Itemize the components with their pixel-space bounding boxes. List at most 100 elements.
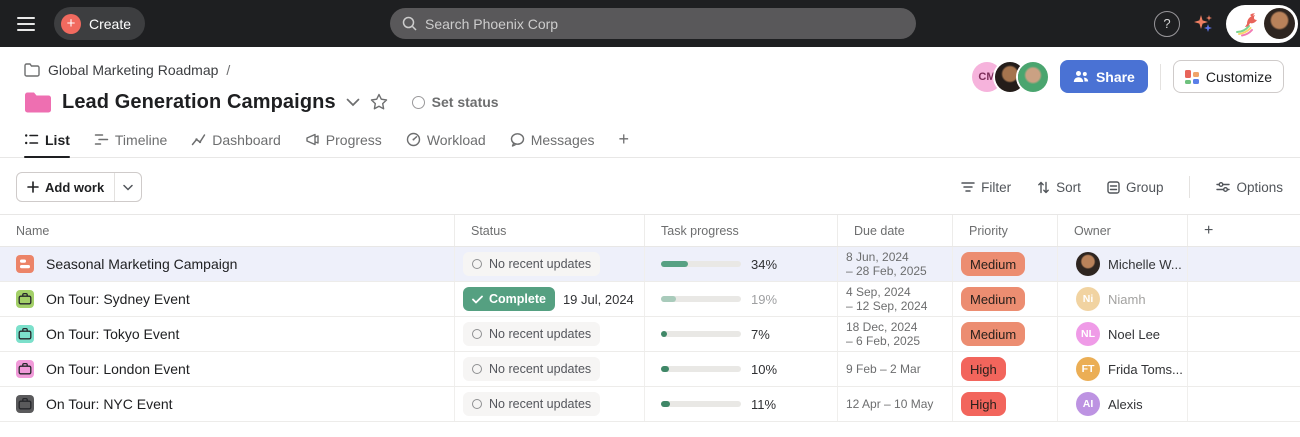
status-badge-complete[interactable]: Complete	[463, 287, 555, 311]
member-avatar-photo[interactable]	[1018, 62, 1048, 92]
progress-bar	[661, 366, 741, 372]
plus-icon: +	[61, 14, 81, 34]
customize-button-label: Customize	[1206, 69, 1272, 85]
owner-cell[interactable]: Michelle W...	[1058, 247, 1188, 281]
column-header-task-progress[interactable]: Task progress	[645, 215, 838, 246]
priority-badge[interactable]: Medium	[961, 252, 1025, 276]
status-badge[interactable]: No recent updates	[463, 322, 600, 346]
sort-button[interactable]: Sort	[1037, 180, 1081, 195]
table-row[interactable]: On Tour: London Event No recent updates …	[0, 352, 1300, 387]
table-row[interactable]: On Tour: Sydney Event Complete 19 Jul, 2…	[0, 282, 1300, 317]
priority-cell[interactable]: High	[953, 387, 1058, 421]
customize-button[interactable]: Customize	[1173, 60, 1284, 93]
tab-messages[interactable]: Messages	[510, 122, 595, 157]
table-row[interactable]: On Tour: NYC Event No recent updates 11%…	[0, 387, 1300, 422]
create-button[interactable]: + Create	[54, 7, 145, 40]
status-cell[interactable]: Complete 19 Jul, 2024	[455, 282, 645, 316]
column-header-due-date[interactable]: Due date	[838, 215, 953, 246]
set-status-label: Set status	[432, 94, 499, 110]
status-circle-icon	[472, 259, 482, 269]
owner-cell[interactable]: NL Noel Lee	[1058, 317, 1188, 351]
status-cell[interactable]: No recent updates	[455, 352, 645, 386]
filter-button[interactable]: Filter	[961, 180, 1011, 195]
extra-cell	[1188, 317, 1300, 351]
due-date-cell[interactable]: 18 Dec, 2024– 6 Feb, 2025	[838, 317, 953, 351]
priority-badge[interactable]: Medium	[961, 322, 1025, 346]
priority-badge[interactable]: High	[961, 392, 1006, 416]
task-name[interactable]: Seasonal Marketing Campaign	[46, 256, 237, 272]
due-date-cell[interactable]: 9 Feb – 2 Mar	[838, 352, 953, 386]
status-cell[interactable]: No recent updates	[455, 387, 645, 421]
add-work-button[interactable]: Add work	[17, 173, 114, 201]
due-date-line: – 12 Sep, 2024	[846, 299, 927, 313]
add-column-button[interactable]: +	[1188, 215, 1300, 246]
tab-dashboard[interactable]: Dashboard	[191, 122, 281, 157]
tab-list[interactable]: List	[24, 122, 70, 157]
options-button[interactable]: Options	[1216, 180, 1283, 195]
priority-cell[interactable]: Medium	[953, 247, 1058, 281]
owner-cell[interactable]: FT Frida Toms...	[1058, 352, 1188, 386]
owner-cell[interactable]: AI Alexis	[1058, 387, 1188, 421]
name-cell[interactable]: On Tour: NYC Event	[0, 387, 455, 421]
task-name[interactable]: On Tour: London Event	[46, 361, 190, 377]
add-view-button[interactable]: +	[619, 129, 630, 150]
add-work-dropdown[interactable]	[114, 173, 141, 201]
task-name[interactable]: On Tour: Tokyo Event	[46, 326, 179, 342]
task-progress-cell[interactable]: 10%	[645, 352, 838, 386]
owner-avatar: FT	[1076, 357, 1100, 381]
extra-cell	[1188, 282, 1300, 316]
status-badge[interactable]: No recent updates	[463, 357, 600, 381]
star-favorite-icon[interactable]	[370, 93, 388, 111]
folder-outline-icon	[24, 63, 40, 77]
due-date-cell[interactable]: 8 Jun, 2024– 28 Feb, 2025	[838, 247, 953, 281]
task-name[interactable]: On Tour: NYC Event	[46, 396, 173, 412]
menu-icon[interactable]	[6, 4, 46, 44]
status-badge[interactable]: No recent updates	[463, 252, 600, 276]
table-row[interactable]: Seasonal Marketing Campaign No recent up…	[0, 247, 1300, 282]
profile-pill[interactable]	[1226, 5, 1298, 43]
tab-progress[interactable]: Progress	[305, 122, 382, 157]
priority-cell[interactable]: Medium	[953, 317, 1058, 351]
name-cell[interactable]: Seasonal Marketing Campaign	[0, 247, 455, 281]
member-avatars[interactable]: CM	[972, 62, 1048, 92]
share-button[interactable]: Share	[1060, 60, 1148, 93]
name-cell[interactable]: On Tour: Tokyo Event	[0, 317, 455, 351]
table-row[interactable]: On Tour: Tokyo Event No recent updates 7…	[0, 317, 1300, 352]
priority-badge[interactable]: High	[961, 357, 1006, 381]
name-cell[interactable]: On Tour: London Event	[0, 352, 455, 386]
priority-cell[interactable]: High	[953, 352, 1058, 386]
progress-bar	[661, 331, 741, 337]
set-status-button[interactable]: Set status	[412, 94, 499, 110]
task-progress-cell[interactable]: 7%	[645, 317, 838, 351]
name-cell[interactable]: On Tour: Sydney Event	[0, 282, 455, 316]
status-badge[interactable]: No recent updates	[463, 392, 600, 416]
project-icon	[16, 255, 34, 273]
tab-workload[interactable]: Workload	[406, 122, 486, 157]
priority-cell[interactable]: Medium	[953, 282, 1058, 316]
ai-sparkle-icon[interactable]	[1192, 13, 1214, 35]
column-header-owner[interactable]: Owner	[1058, 215, 1188, 246]
user-avatar	[1264, 8, 1295, 39]
list-icon	[24, 132, 39, 147]
breadcrumb-project-link[interactable]: Global Marketing Roadmap	[48, 62, 218, 78]
tab-timeline[interactable]: Timeline	[94, 122, 167, 157]
search-input[interactable]: Search Phoenix Corp	[390, 8, 916, 39]
status-cell[interactable]: No recent updates	[455, 317, 645, 351]
task-name[interactable]: On Tour: Sydney Event	[46, 291, 190, 307]
status-cell[interactable]: No recent updates	[455, 247, 645, 281]
task-progress-cell[interactable]: 11%	[645, 387, 838, 421]
due-date-line: 18 Dec, 2024	[846, 320, 917, 334]
due-date-cell[interactable]: 12 Apr – 10 May	[838, 387, 953, 421]
people-icon	[1073, 70, 1089, 83]
due-date-cell[interactable]: 4 Sep, 2024– 12 Sep, 2024	[838, 282, 953, 316]
group-button[interactable]: Group	[1107, 180, 1164, 195]
task-progress-cell[interactable]: 19%	[645, 282, 838, 316]
chevron-down-icon[interactable]	[346, 98, 360, 107]
column-header-status[interactable]: Status	[455, 215, 645, 246]
help-button[interactable]: ?	[1154, 11, 1180, 37]
owner-cell[interactable]: Ni Niamh	[1058, 282, 1188, 316]
column-header-name[interactable]: Name	[0, 215, 455, 246]
task-progress-cell[interactable]: 34%	[645, 247, 838, 281]
priority-badge[interactable]: Medium	[961, 287, 1025, 311]
column-header-priority[interactable]: Priority	[953, 215, 1058, 246]
